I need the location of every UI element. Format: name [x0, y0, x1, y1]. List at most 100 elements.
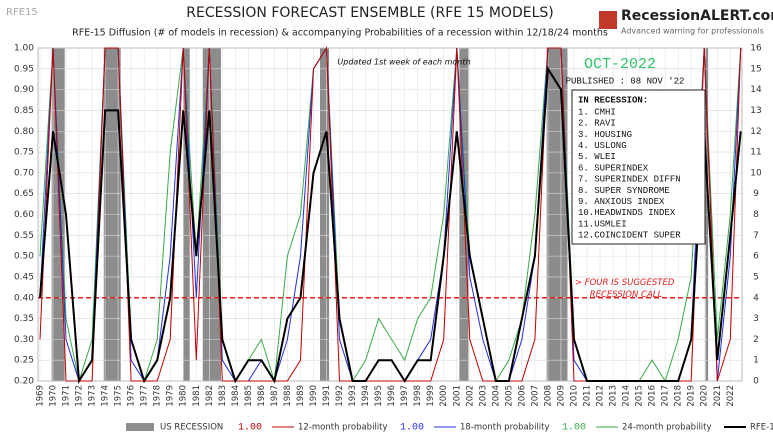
- y2-tick-label: 16: [750, 44, 762, 54]
- model-item: 11.USMLEI: [578, 219, 627, 229]
- corner-label: RFE15: [6, 7, 38, 18]
- x-tick-label: 2020: [700, 385, 710, 407]
- y-tick-label: 0.85: [14, 106, 34, 116]
- x-tick-label: 2015: [635, 385, 645, 407]
- y-tick-label: 1.00: [14, 44, 34, 54]
- update-note: Updated 1st week of each month: [337, 58, 470, 67]
- x-tick-label: 2001: [452, 385, 462, 407]
- model-item: 9. ANXIOUS INDEX: [578, 197, 665, 207]
- series-line: [39, 65, 742, 385]
- x-tick-label: 1975: [114, 385, 124, 407]
- x-tick-label: 1973: [88, 385, 98, 407]
- y2-tick-label: 7: [753, 231, 759, 241]
- y2-tick-label: 5: [753, 272, 759, 282]
- y2-tick-label: 3: [753, 314, 759, 324]
- x-tick-label: 1976: [127, 385, 137, 407]
- legend-label: 12-month probability: [298, 423, 388, 433]
- chart-title: RECESSION FORECAST ENSEMBLE (RFE 15 MODE…: [186, 5, 553, 21]
- x-tick-label: 1992: [335, 385, 345, 407]
- x-tick-label: 1993: [348, 385, 358, 407]
- x-tick-label: 2010: [569, 385, 579, 407]
- x-tick-label: 1999: [426, 385, 436, 407]
- y-tick-label: 0.50: [14, 252, 34, 262]
- model-item: 6. SUPERINDEX: [578, 163, 649, 173]
- legend-latest: 1.00: [562, 423, 586, 434]
- y2-tick-label: 6: [753, 252, 759, 262]
- y2-tick-label: 4: [753, 293, 759, 303]
- chart-subtitle: RFE-15 Diffusion (# of models in recessi…: [72, 28, 608, 39]
- x-tick-label: 1996: [387, 385, 397, 407]
- period: OCT-2022: [584, 56, 656, 73]
- x-tick-label: 2017: [661, 385, 671, 407]
- y2-tick-label: 9: [753, 189, 759, 199]
- x-tick-label: 1990: [309, 385, 319, 407]
- y2-tick-label: 11: [750, 148, 761, 158]
- model-item: 3. HOUSING: [578, 130, 632, 140]
- y2-tick-label: 0: [753, 377, 759, 387]
- y2-tick-label: 13: [750, 106, 761, 116]
- logo: RecessionALERT.com: [621, 8, 773, 24]
- x-tick-label: 1994: [361, 385, 371, 407]
- x-tick-label: 1979: [166, 385, 176, 407]
- y-tick-label: 0.65: [14, 189, 34, 199]
- x-tick-label: 1986: [257, 385, 267, 407]
- y-tick-label: 0.95: [14, 64, 34, 74]
- y-tick-label: 0.60: [14, 210, 34, 220]
- x-tick-label: 1998: [413, 385, 423, 407]
- x-tick-label: 1987: [270, 385, 280, 407]
- published: PUBLISHED : 08 NOV '22: [566, 76, 685, 86]
- x-tick-label: 2014: [622, 385, 632, 407]
- x-tick-label: 2008: [543, 385, 553, 407]
- x-tick-label: 1977: [140, 385, 150, 407]
- y-tick-label: 0.45: [14, 272, 34, 282]
- y2-tick-label: 2: [753, 335, 759, 345]
- model-item: 7. SUPERINDEX DIFFN: [578, 175, 681, 185]
- y2-tick-label: 14: [750, 85, 762, 95]
- y2-tick-label: 8: [753, 210, 759, 220]
- x-tick-label: 1974: [101, 385, 111, 407]
- model-item: 2. RAVI: [578, 119, 616, 129]
- y-tick-label: 0.55: [14, 231, 34, 241]
- legend-label: RFE-15 (Right-axis): [750, 423, 773, 433]
- x-tick-label: 1981: [192, 385, 202, 407]
- legend-label: 24-month probability: [622, 423, 712, 433]
- x-tick-label: 2019: [687, 385, 697, 407]
- model-item: 4. USLONG: [578, 141, 627, 151]
- x-tick-label: 2012: [596, 385, 606, 407]
- x-tick-label: 1991: [322, 385, 332, 407]
- y-tick-label: 0.40: [14, 293, 34, 303]
- y2-tick-label: 1: [753, 356, 759, 366]
- legend: US RECESSION 1.00 12-month probability 1.00…: [126, 423, 773, 434]
- threshold-label: > FOUR IS SUGGESTED RECESSION CALL: [575, 277, 677, 299]
- y-tick-label: 0.20: [14, 377, 34, 387]
- y-tick-label: 0.25: [14, 356, 34, 366]
- x-tick-label: 2022: [726, 385, 736, 407]
- x-tick-label: 2007: [530, 385, 540, 407]
- y-tick-label: 0.35: [14, 314, 34, 324]
- model-item: 5. WLEI: [578, 152, 616, 162]
- x-tick-label: 1985: [244, 385, 254, 407]
- plot-area: 0.20 0.25 0.30 0.35 0.40 0.45 0.50 0.55 0.60 0.65…: [14, 44, 762, 407]
- x-tick-label: 2018: [674, 385, 684, 407]
- y-tick-label: 0.75: [14, 148, 34, 158]
- x-tick-label: 1971: [62, 385, 72, 407]
- legend-latest: 1.00: [238, 423, 262, 434]
- model-item: 8. SUPER SYNDROME: [578, 186, 670, 196]
- y-tick-label: 0.70: [14, 168, 34, 178]
- model-item: 10.HEADWINDS INDEX: [578, 208, 676, 218]
- logo-tagline: Advanced warning for professionals: [621, 27, 764, 36]
- y2-tick-label: 12: [750, 127, 761, 137]
- x-tick-label: 2011: [583, 385, 593, 407]
- x-tick-label: 1995: [374, 385, 384, 407]
- y-tick-label: 0.80: [14, 127, 34, 137]
- x-tick-label: 1983: [218, 385, 228, 407]
- x-tick-label: 2004: [491, 385, 501, 407]
- x-tick-label: 1972: [75, 385, 85, 407]
- model-item: 12.COINCIDENT SUPER: [578, 231, 681, 241]
- models-heading: IN RECESSION:: [578, 95, 648, 105]
- x-tick-label: 2021: [713, 385, 723, 407]
- model-item: 1. CMHI: [578, 107, 616, 117]
- x-tick-label: 1980: [179, 385, 189, 407]
- y2-tick-label: 15: [750, 64, 761, 74]
